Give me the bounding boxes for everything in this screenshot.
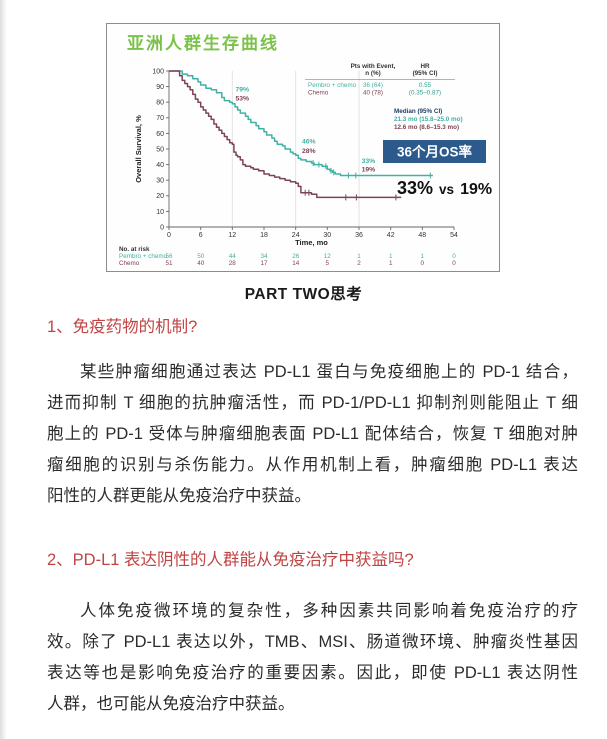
svg-text:6: 6	[199, 232, 203, 239]
svg-text:36 (64): 36 (64)	[363, 82, 383, 89]
svg-text:28%: 28%	[302, 148, 316, 155]
svg-text:12.6 mo (8.6–15.3 mo): 12.6 mo (8.6–15.3 mo)	[394, 124, 459, 131]
svg-text:19%: 19%	[362, 167, 376, 174]
svg-text:1: 1	[389, 253, 393, 260]
paragraph-line: 人群，也可能从免疫治疗中获益。	[47, 695, 295, 713]
svg-text:Time, mo: Time, mo	[295, 238, 328, 247]
svg-text:0.55: 0.55	[419, 82, 432, 89]
svg-text:Overall Survival, %: Overall Survival, %	[134, 115, 143, 183]
svg-text:80: 80	[156, 100, 164, 107]
svg-text:21.3 mo (15.8–25.0 mo): 21.3 mo (15.8–25.0 mo)	[394, 116, 463, 123]
svg-text:33%: 33%	[362, 158, 376, 165]
svg-text:0: 0	[167, 232, 171, 239]
svg-text:(0.35–0.87): (0.35–0.87)	[409, 90, 441, 97]
svg-text:10: 10	[156, 209, 164, 216]
svg-text:36: 36	[355, 232, 363, 239]
svg-text:90: 90	[156, 84, 164, 91]
svg-text:No. at risk: No. at risk	[119, 246, 150, 253]
svg-text:46%: 46%	[302, 139, 316, 146]
svg-text:0: 0	[421, 260, 425, 267]
svg-text:20: 20	[156, 193, 164, 200]
section2-paragraph: 人体免疫微环境的复杂性，多种因素共同影响着免疫治疗的疗效。除了 PD-L1 表达…	[47, 596, 578, 720]
svg-text:Chemo: Chemo	[308, 90, 329, 97]
svg-text:Pembro + chemo: Pembro + chemo	[119, 253, 168, 260]
svg-text:HR: HR	[420, 63, 430, 70]
svg-text:Pembro + chemo: Pembro + chemo	[308, 82, 357, 89]
svg-text:44: 44	[229, 253, 237, 260]
svg-text:30: 30	[156, 178, 164, 185]
svg-text:2: 2	[357, 260, 361, 267]
section1-paragraph: 某些肿瘤细胞通过表达 PD-L1 蛋白与免疫细胞上的 PD-1 结合， 进而抑制 …	[47, 357, 578, 512]
svg-text:1: 1	[357, 253, 361, 260]
os-rate-badge: 36个月OS率	[383, 140, 486, 163]
survival-chart-card: 亚洲人群生存曲线 0 10 20 30 40 50 60 70 80 90 100 0 6 12 18 24 3…	[106, 23, 500, 272]
svg-text:0: 0	[160, 224, 164, 231]
svg-text:51: 51	[165, 260, 173, 267]
svg-text:100: 100	[152, 68, 164, 75]
section2-heading: 2、PD-L1 表达阴性的人群能从免疫治疗中获益吗?	[47, 551, 414, 569]
svg-text:Chemo: Chemo	[119, 260, 140, 267]
svg-text:n (%): n (%)	[365, 70, 380, 77]
svg-text:30: 30	[323, 232, 331, 239]
svg-text:48: 48	[418, 232, 426, 239]
paragraph-line: 瘤细胞的识别与杀伤能力。从作用机制上看，肿瘤细胞 PD-L1 表达	[47, 456, 578, 474]
paragraph-line: 阳性的人群更能从免疫治疗中获益。	[47, 487, 311, 505]
part-two-heading: PART TWO思考	[244, 286, 363, 303]
svg-text:24: 24	[292, 232, 300, 239]
svg-text:60: 60	[156, 131, 164, 138]
paragraph-line: 进而抑制 T 细胞的抗肿瘤活性，而 PD-1/PD-L1 抑制剂则能阻止 T 细	[47, 394, 578, 412]
svg-text:28: 28	[229, 260, 237, 267]
svg-text:70: 70	[156, 115, 164, 122]
svg-text:5: 5	[326, 260, 330, 267]
svg-text:50: 50	[197, 253, 205, 260]
svg-text:Median (95% CI): Median (95% CI)	[394, 108, 442, 115]
left-edge-shadow	[0, 0, 7, 739]
curve-pembro-chemo	[169, 70, 433, 177]
paragraph-line: 人体免疫微环境的复杂性，多种因素共同影响着免疫治疗的疗	[80, 602, 578, 620]
svg-text:40 (78): 40 (78)	[363, 90, 383, 97]
svg-text:1: 1	[421, 253, 425, 260]
svg-text:17: 17	[260, 260, 268, 267]
paragraph-line: 胞上的 PD-1 受体与肿瘤细胞表面 PD-L1 配体结合，恢复 T 细胞对肿	[47, 425, 578, 443]
svg-text:50: 50	[156, 146, 164, 153]
svg-text:12: 12	[228, 232, 236, 239]
svg-text:40: 40	[197, 260, 205, 267]
svg-text:36个月OS率: 36个月OS率	[397, 144, 473, 160]
svg-text:1: 1	[389, 260, 393, 267]
svg-text:Pts with Event,: Pts with Event,	[351, 63, 396, 70]
svg-text:56: 56	[165, 253, 173, 260]
paragraph-line: 表达等也是影响免疫治疗的重要因素。因此，即使 PD-L1 表达阴性	[47, 664, 578, 682]
os-compare-text: 33% vs 19%	[397, 178, 492, 198]
curve-chemo	[169, 70, 402, 199]
svg-text:53%: 53%	[236, 96, 250, 103]
svg-text:26: 26	[292, 253, 300, 260]
svg-text:54: 54	[450, 232, 458, 239]
svg-text:18: 18	[260, 232, 268, 239]
svg-text:0: 0	[452, 260, 456, 267]
svg-text:42: 42	[387, 232, 395, 239]
svg-text:0: 0	[452, 253, 456, 260]
svg-text:79%: 79%	[236, 86, 250, 93]
svg-text:(95% CI): (95% CI)	[413, 70, 438, 77]
paragraph-line: 效。除了 PD-L1 表达以外，TMB、MSI、肠道微环境、肿瘤炎性基因	[47, 633, 578, 651]
svg-text:14: 14	[292, 260, 300, 267]
svg-text:34: 34	[260, 253, 268, 260]
svg-text:12: 12	[324, 253, 332, 260]
chart-title: 亚洲人群生存曲线	[127, 34, 279, 53]
svg-text:40: 40	[156, 162, 164, 169]
section1-heading: 1、免疫药物的机制?	[47, 318, 198, 336]
paragraph-line: 某些肿瘤细胞通过表达 PD-L1 蛋白与免疫细胞上的 PD-1 结合，	[80, 363, 578, 381]
